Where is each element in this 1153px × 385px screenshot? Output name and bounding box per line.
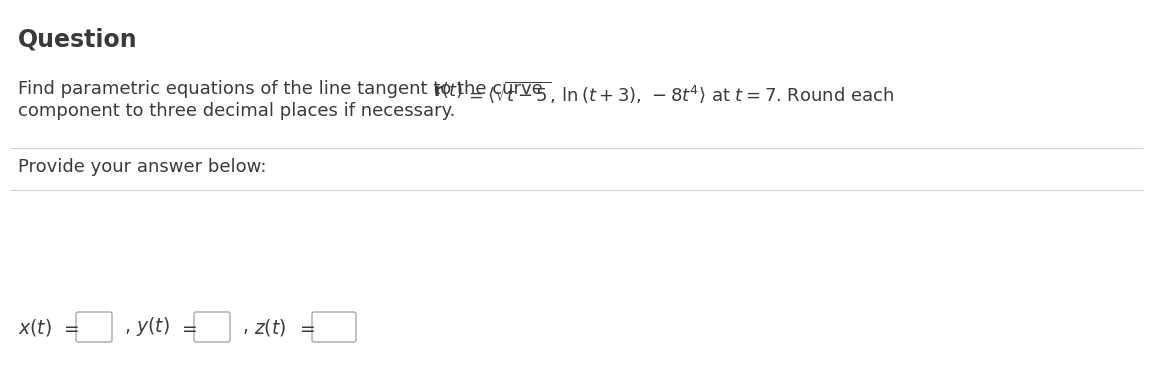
- Text: $= \langle\sqrt{t-5},\,\mathrm{ln}\,(t+3),\,-8t^4\rangle$ at $t = 7$. Round each: $= \langle\sqrt{t-5},\,\mathrm{ln}\,(t+3…: [465, 80, 895, 105]
- Text: $\mathbf{r}(t)$: $\mathbf{r}(t)$: [434, 80, 464, 100]
- Text: $=$: $=$: [296, 318, 316, 336]
- Text: component to three decimal places if necessary.: component to three decimal places if nec…: [18, 102, 455, 120]
- Text: Provide your answer below:: Provide your answer below:: [18, 158, 266, 176]
- Text: $z(t)$: $z(t)$: [254, 316, 286, 338]
- Text: $y(t)$: $y(t)$: [136, 315, 169, 338]
- Text: $,$: $,$: [242, 318, 248, 336]
- Text: $x(t)$: $x(t)$: [18, 316, 52, 338]
- Text: $=$: $=$: [60, 318, 80, 336]
- Text: $=$: $=$: [178, 318, 197, 336]
- FancyBboxPatch shape: [76, 312, 112, 342]
- FancyBboxPatch shape: [194, 312, 229, 342]
- Text: $,$: $,$: [125, 318, 130, 336]
- Text: Question: Question: [18, 28, 137, 52]
- Text: Find parametric equations of the line tangent to the curve: Find parametric equations of the line ta…: [18, 80, 549, 98]
- FancyBboxPatch shape: [312, 312, 356, 342]
